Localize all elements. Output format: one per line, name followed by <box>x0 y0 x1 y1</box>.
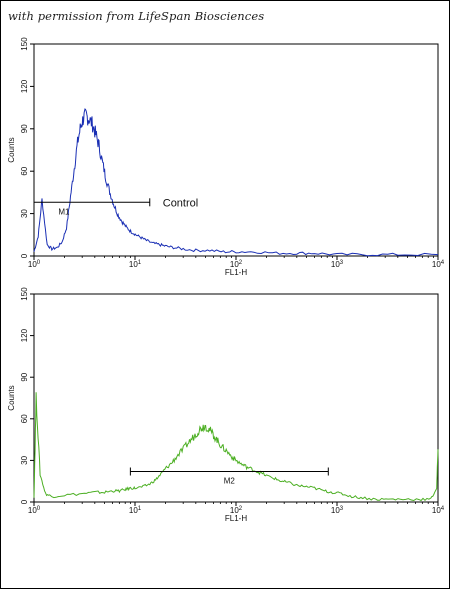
x-tick-label: 103 <box>331 506 344 515</box>
y-tick-label: 90 <box>20 372 29 381</box>
top-histogram: 0 30 60 90 120 150 100 101 102 103 104 FL1-H Counts M… <box>7 37 445 277</box>
y-axis-label: Counts <box>7 385 16 410</box>
gate-label: M2 <box>224 476 236 485</box>
x-axis-label: FL1-H <box>225 514 247 523</box>
x-tick-label: 101 <box>129 260 142 269</box>
histogram-line <box>33 392 439 502</box>
x-tick-label: 104 <box>432 506 445 515</box>
histogram-line <box>33 108 439 257</box>
x-tick-label: 101 <box>129 506 142 515</box>
y-tick-label: 30 <box>20 455 29 464</box>
y-tick-label: 0 <box>20 499 29 504</box>
y-tick-label: 0 <box>20 253 29 258</box>
y-axis-label: Counts <box>7 137 16 162</box>
x-tick-label: 102 <box>230 506 243 515</box>
gate-label: M1 <box>58 207 70 216</box>
y-tick-label: 60 <box>20 414 29 423</box>
x-axis-label: FL1-H <box>225 268 247 277</box>
y-tick-label: 150 <box>20 287 29 301</box>
x-tick-label: 100 <box>28 260 41 269</box>
y-tick-label: 150 <box>20 37 29 51</box>
y-tick-label: 120 <box>20 328 29 342</box>
bottom-histogram: 0 30 60 90 120 150 100 101 102 103 104 FL1-H Counts M… <box>7 287 445 523</box>
y-tick-label: 120 <box>20 79 29 93</box>
plot-area <box>33 43 439 257</box>
x-tick-label: 103 <box>331 260 344 269</box>
x-tick-label: 102 <box>230 260 243 269</box>
x-tick-label: 104 <box>432 260 445 269</box>
control-annotation: Control <box>163 197 198 209</box>
y-tick-label: 90 <box>20 124 29 133</box>
y-tick-label: 60 <box>20 166 29 175</box>
y-tick-label: 30 <box>20 209 29 218</box>
x-tick-label: 100 <box>28 506 41 515</box>
credit-text: with permission from LifeSpan Bioscience… <box>8 9 265 23</box>
plot-area <box>33 293 439 503</box>
